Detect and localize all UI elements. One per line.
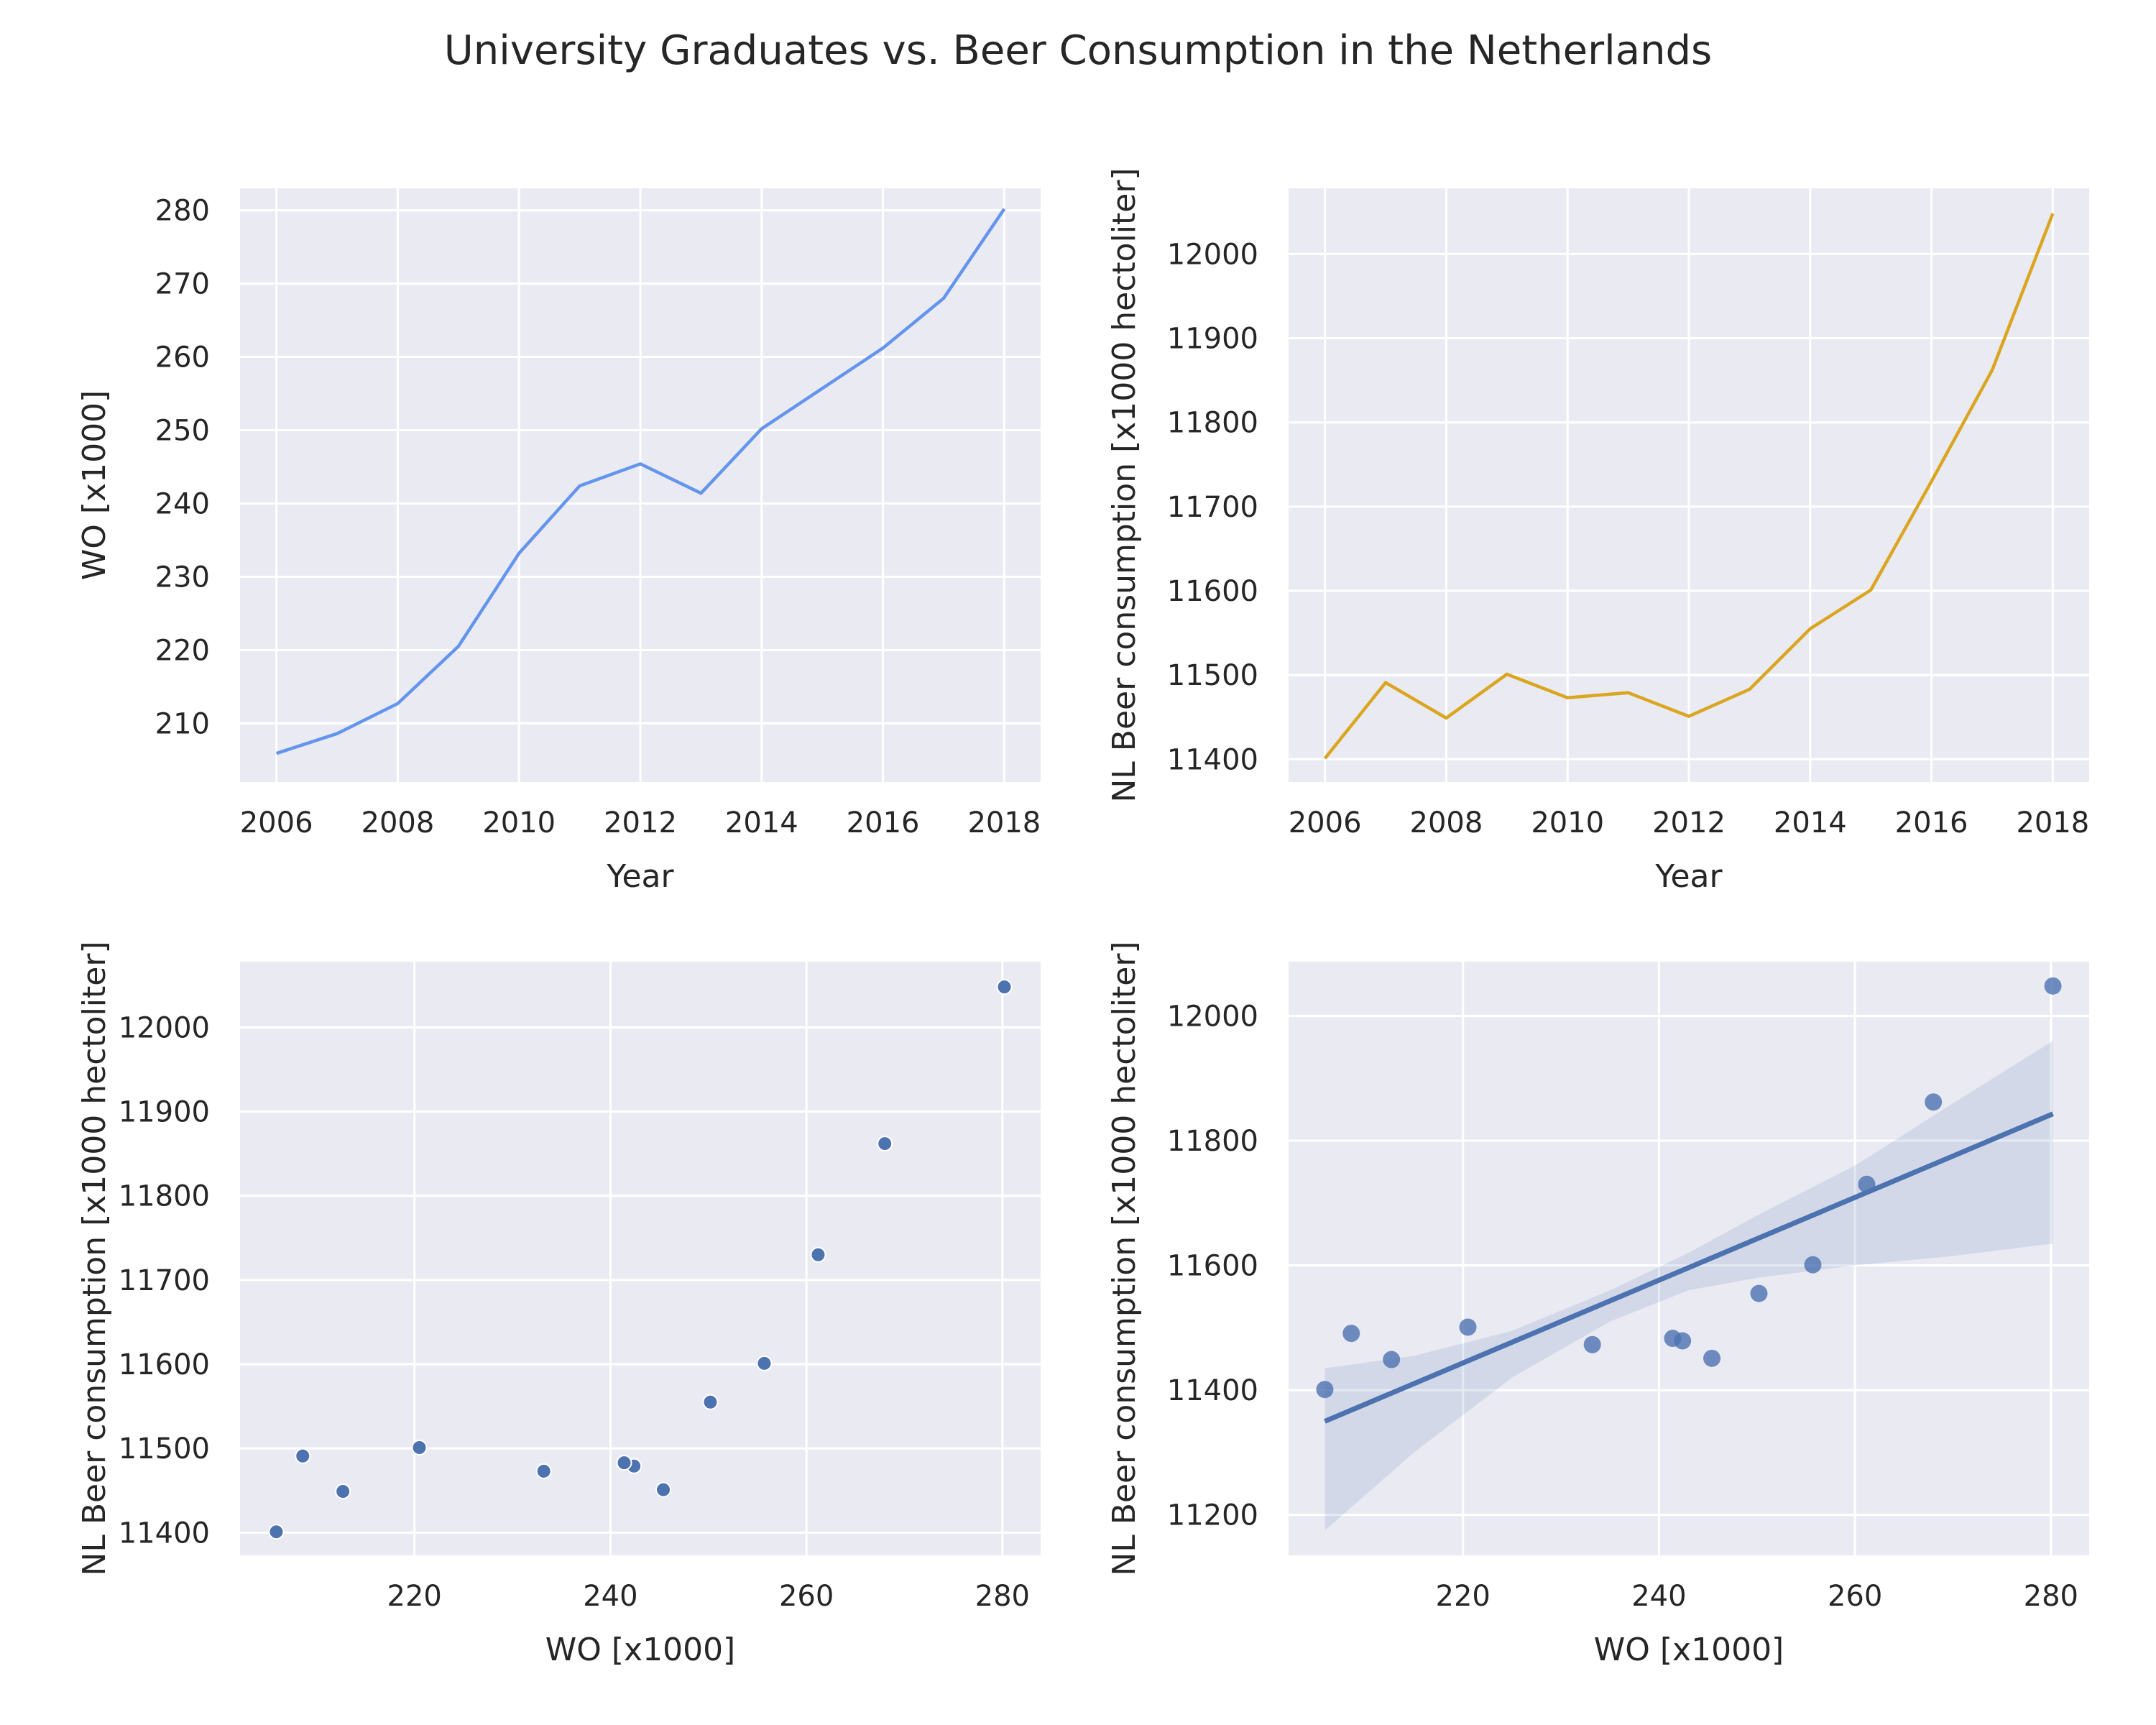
- y-tick-label: 11400: [1167, 743, 1258, 776]
- x-axis-label: WO [x1000]: [545, 1632, 735, 1668]
- x-tick-label: 2018: [967, 806, 1041, 840]
- y-tick-label: 11200: [1167, 1499, 1258, 1532]
- y-tick-label: 12000: [1167, 238, 1258, 271]
- y-tick-label: 11600: [1167, 1250, 1258, 1283]
- y-tick-label: 280: [155, 195, 210, 228]
- y-tick-label: 11900: [119, 1096, 210, 1129]
- scatter-point: [1703, 1349, 1721, 1367]
- x-tick-label: 2012: [1652, 806, 1726, 840]
- x-tick-label: 280: [975, 1580, 1030, 1613]
- scatter-point: [1804, 1256, 1822, 1274]
- y-tick-label: 11500: [1167, 659, 1258, 692]
- chart-panel-4: 220 240 260 280 11200 11400 11600 11800 12000 WO …: [1106, 941, 2089, 1668]
- x-tick-label: 260: [1828, 1580, 1882, 1613]
- scatter-point: [268, 1524, 285, 1540]
- y-axis-label: NL Beer consumption [x1000 hectoliter]: [1106, 941, 1143, 1576]
- scatter-point: [411, 1440, 428, 1456]
- y-axis-label: NL Beer consumption [x1000 hectoliter]: [1106, 167, 1143, 802]
- y-tick-label: 11700: [119, 1264, 210, 1297]
- chart-panel-3: 220 240 260 280 11400 11500 11600 11700 11800 119…: [76, 941, 1041, 1668]
- y-tick-label: 11400: [1167, 1374, 1258, 1407]
- y-tick-label: 11800: [119, 1180, 210, 1213]
- y-tick-label: 11400: [119, 1517, 210, 1550]
- x-tick-label: 2016: [847, 806, 920, 840]
- x-tick-label: 280: [2024, 1580, 2078, 1613]
- y-tick-label: 210: [155, 707, 210, 740]
- x-tick-label: 220: [1436, 1580, 1491, 1613]
- y-tick-label: 11800: [1167, 407, 1258, 440]
- y-tick-label: 12000: [1167, 1000, 1258, 1033]
- x-tick-label: 2012: [604, 806, 677, 840]
- x-tick-label: 240: [1631, 1580, 1686, 1613]
- scatter-point: [1342, 1325, 1360, 1343]
- scatter-point: [702, 1394, 719, 1410]
- x-tick-label: 2010: [482, 806, 556, 840]
- y-tick-label: 11900: [1167, 323, 1258, 356]
- x-tick-label: 2008: [1410, 806, 1483, 840]
- scatter-point: [877, 1136, 893, 1152]
- x-axis-label: WO [x1000]: [1594, 1632, 1784, 1668]
- y-tick-label: 12000: [119, 1011, 210, 1044]
- x-tick-label: 220: [387, 1580, 442, 1613]
- x-axis-label: Year: [606, 858, 674, 895]
- scatter-point: [335, 1483, 351, 1499]
- scatter-point: [1316, 1381, 1334, 1399]
- y-tick-label: 11700: [1167, 491, 1258, 524]
- figure-title: University Graduates vs. Beer Consumptio…: [443, 27, 1713, 74]
- y-tick-label: 260: [155, 341, 210, 374]
- y-tick-label: 11600: [119, 1348, 210, 1381]
- x-tick-label: 2006: [240, 806, 313, 840]
- x-tick-label: 2006: [1289, 806, 1362, 840]
- regression-line: [1324, 1111, 2054, 1424]
- x-tick-label: 2018: [2016, 806, 2089, 840]
- y-axis-label: WO [x1000]: [76, 390, 113, 580]
- scatter-point: [2044, 977, 2062, 995]
- scatter-point: [1383, 1351, 1401, 1368]
- chart-panel-2: 2006 2008 2010 2012 2014 2016 2018 11400 11500 11…: [1106, 167, 2089, 895]
- x-axis-label: Year: [1654, 858, 1723, 895]
- x-tick-label: 260: [779, 1580, 834, 1613]
- x-tick-label: 2008: [361, 806, 435, 840]
- scatter-point: [1925, 1093, 1943, 1111]
- scatter-point: [295, 1448, 311, 1464]
- scatter-point: [996, 979, 1013, 995]
- scatter-point: [535, 1463, 552, 1479]
- x-tick-label: 2014: [725, 806, 798, 840]
- x-tick-label: 2016: [1895, 806, 1968, 840]
- scatter-point: [810, 1246, 826, 1263]
- scatter-point: [1750, 1284, 1768, 1302]
- scatter-point: [655, 1481, 672, 1498]
- chart-panel-1: 2006 2008 2010 2012 2014 2016 2018 210 220 230 240…: [76, 188, 1041, 895]
- x-tick-label: 2010: [1531, 806, 1604, 840]
- plot-area: [1289, 962, 2089, 1555]
- y-tick-label: 11600: [1167, 575, 1258, 608]
- y-tick-label: 11800: [1167, 1125, 1258, 1158]
- scatter-point: [756, 1355, 773, 1371]
- x-tick-label: 240: [583, 1580, 637, 1613]
- y-tick-label: 230: [155, 561, 210, 594]
- y-tick-label: 240: [155, 487, 210, 520]
- y-tick-label: 11500: [119, 1432, 210, 1466]
- y-axis-label: NL Beer consumption [x1000 hectoliter]: [76, 941, 113, 1576]
- y-tick-label: 220: [155, 634, 210, 667]
- series-line: [1323, 213, 2055, 760]
- scatter-point: [1583, 1335, 1601, 1353]
- y-tick-label: 250: [155, 415, 210, 448]
- scatter-point: [616, 1455, 632, 1471]
- confidence-band: [1325, 1041, 2053, 1531]
- scatter-point: [1664, 1330, 1682, 1348]
- x-tick-label: 2014: [1774, 806, 1847, 840]
- series-line: [275, 208, 1006, 755]
- plot-area: [240, 962, 1041, 1555]
- y-tick-label: 270: [155, 268, 210, 301]
- scatter-point: [1459, 1318, 1477, 1336]
